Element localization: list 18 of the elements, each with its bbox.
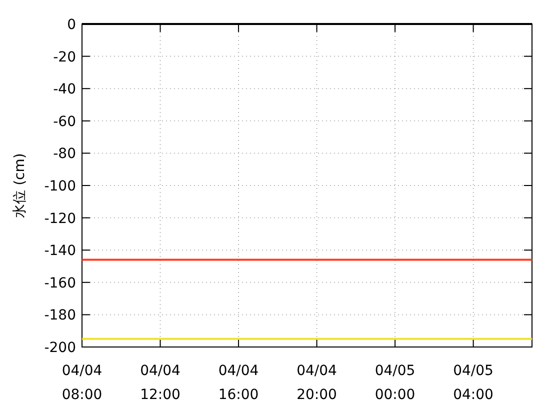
y-tick-label: -160 xyxy=(44,275,76,292)
x-tick-label: 04/04 12:00 xyxy=(140,363,181,403)
x-tick-label: 04/05 00:00 xyxy=(374,363,416,403)
y-tick-label: -40 xyxy=(53,82,76,98)
x-tick-label: 04/05 04:00 xyxy=(453,363,494,403)
y-tick-label: -180 xyxy=(44,308,76,324)
y-tick-label: 0 xyxy=(67,17,76,33)
x-tick-label: 04/04 16:00 xyxy=(218,363,259,403)
y-tick-label: -80 xyxy=(53,146,76,162)
y-tick-label: -200 xyxy=(44,340,76,356)
y-tick-label: -100 xyxy=(44,178,76,194)
y-tick-label: -120 xyxy=(44,210,76,227)
y-tick-label: -60 xyxy=(53,114,76,130)
y-tick-label: -140 xyxy=(44,243,76,260)
x-tick-label: 04/04 20:00 xyxy=(296,363,338,403)
y-axis-title: 水位 (cm) xyxy=(12,153,28,218)
y-tick-label: -20 xyxy=(53,49,76,66)
x-tick-label: 04/04 08:00 xyxy=(62,363,102,403)
